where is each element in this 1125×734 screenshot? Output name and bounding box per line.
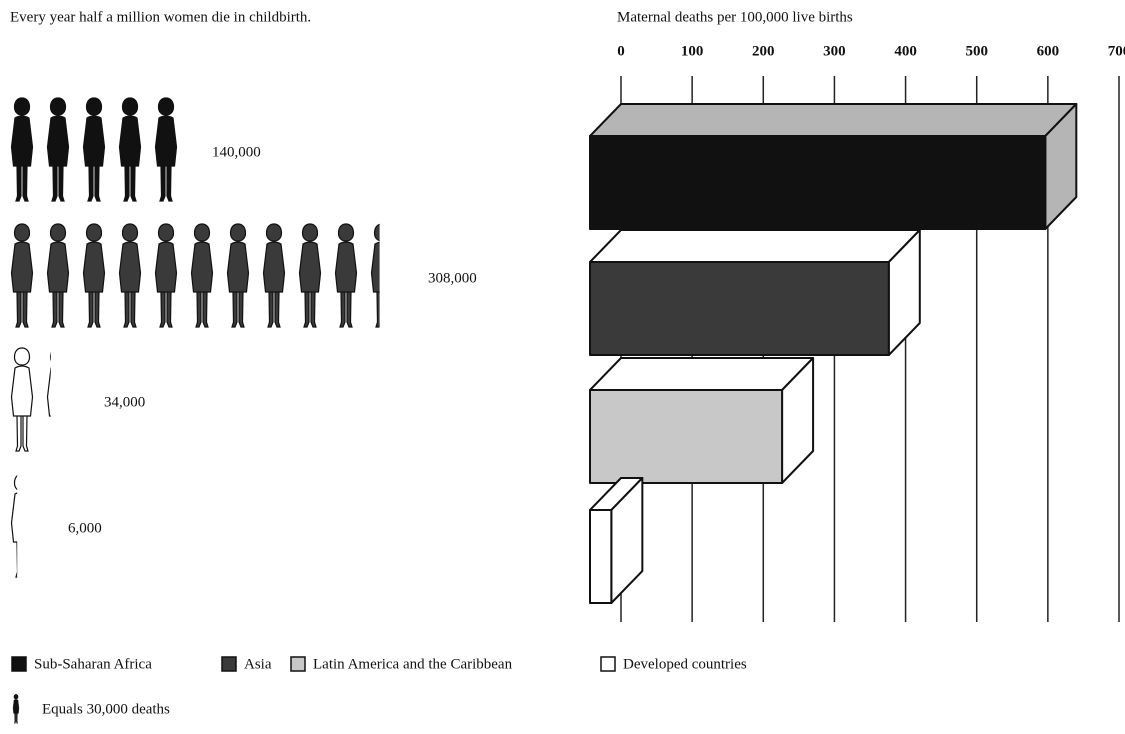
value-label: 34,000 bbox=[104, 394, 145, 410]
woman-icon bbox=[12, 474, 33, 577]
woman-icon bbox=[300, 224, 321, 327]
legend-swatch bbox=[11, 656, 27, 672]
woman-icon bbox=[84, 224, 105, 327]
woman-icon bbox=[48, 224, 69, 327]
x-tick-label: 100 bbox=[681, 43, 704, 59]
woman-icon bbox=[48, 348, 69, 451]
woman-icon bbox=[120, 224, 141, 327]
value-label: 140,000 bbox=[212, 144, 261, 160]
pictogram-row bbox=[12, 224, 393, 327]
bar bbox=[589, 509, 613, 604]
woman-icon bbox=[372, 224, 393, 327]
legend-swatch bbox=[221, 656, 237, 672]
x-tick-label: 400 bbox=[894, 43, 917, 59]
x-tick-label: 600 bbox=[1037, 43, 1060, 59]
bar-top bbox=[589, 357, 815, 391]
legend-label: Sub-Saharan Africa bbox=[34, 656, 152, 672]
pictogram-row bbox=[12, 474, 33, 577]
woman-icon bbox=[228, 224, 249, 327]
legend-label: Developed countries bbox=[623, 656, 747, 672]
value-label: 308,000 bbox=[428, 270, 477, 286]
legend-label: Asia bbox=[244, 656, 272, 672]
woman-icon bbox=[156, 98, 177, 201]
x-tick-label: 0 bbox=[617, 43, 625, 59]
woman-icon bbox=[12, 224, 33, 327]
woman-icon bbox=[48, 98, 69, 201]
value-label: 6,000 bbox=[68, 520, 102, 536]
bar bbox=[589, 261, 890, 356]
woman-icon bbox=[336, 224, 357, 327]
bar bbox=[589, 135, 1047, 230]
x-tick-label: 500 bbox=[965, 43, 988, 59]
woman-icon bbox=[156, 224, 177, 327]
bar-top bbox=[589, 229, 921, 263]
legend-icon bbox=[12, 694, 20, 724]
bar bbox=[589, 389, 784, 484]
woman-icon bbox=[12, 98, 33, 201]
x-tick-label: 300 bbox=[823, 43, 846, 59]
x-tick-label: 700 bbox=[1108, 43, 1125, 59]
pictogram-row bbox=[12, 98, 177, 201]
woman-icon bbox=[84, 98, 105, 201]
woman-icon bbox=[12, 348, 33, 451]
x-tick-label: 200 bbox=[752, 43, 775, 59]
woman-icon bbox=[192, 224, 213, 327]
legend-swatch bbox=[600, 656, 616, 672]
bar-title: Maternal deaths per 100,000 live births bbox=[617, 9, 853, 25]
legend-label: Latin America and the Caribbean bbox=[313, 656, 513, 672]
woman-icon bbox=[264, 224, 285, 327]
legend-swatch bbox=[290, 656, 306, 672]
legend-label: Equals 30,000 deaths bbox=[42, 701, 170, 717]
bar-top bbox=[589, 103, 1078, 137]
pictogram-row bbox=[12, 348, 69, 451]
woman-icon bbox=[120, 98, 141, 201]
pictogram-title: Every year half a million women die in c… bbox=[10, 9, 311, 25]
